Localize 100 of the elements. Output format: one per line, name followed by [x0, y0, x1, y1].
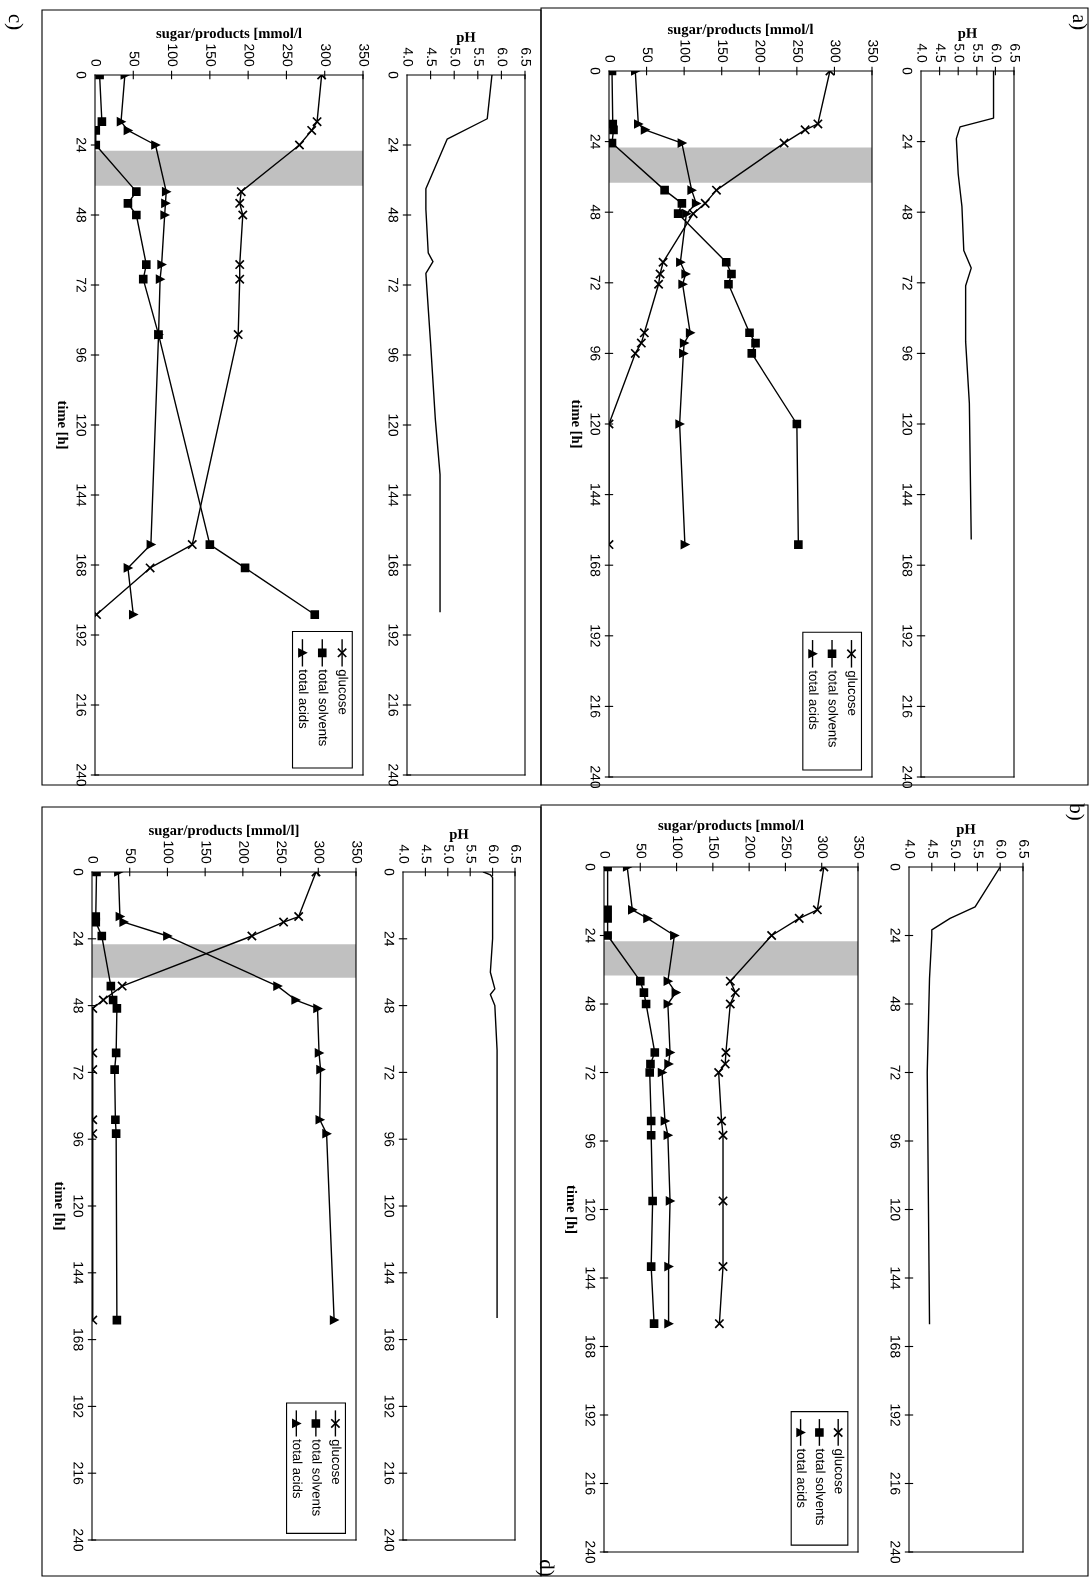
- x-tick-label: 5.0: [450, 47, 461, 67]
- y-tick-label: 24: [73, 931, 84, 947]
- y-tick-label: 0: [384, 868, 395, 876]
- x-tick-label: 4.0: [399, 844, 410, 864]
- y-tick-label: 96: [590, 346, 601, 361]
- x-tick-label: 150: [717, 40, 728, 63]
- y-tick-label: 216: [902, 695, 913, 718]
- y-tick-label: 216: [384, 1462, 395, 1485]
- x-tick-label: 6.5: [511, 845, 522, 864]
- y-tick-label: 192: [388, 624, 399, 646]
- x-axis-title: pH: [957, 28, 977, 41]
- y-tick-label: 48: [890, 996, 901, 1012]
- y-tick-label: 24: [902, 134, 913, 149]
- y-tick-label: 48: [76, 207, 87, 223]
- legend-label: total acids: [809, 670, 819, 730]
- y-tick-label: 0: [76, 71, 87, 79]
- x-tick-label: 6.0: [996, 840, 1007, 859]
- y-tick-label: 192: [73, 1395, 84, 1418]
- y-tick-label: 0: [585, 863, 596, 871]
- y-tick-label: 0: [73, 868, 84, 876]
- y-tick-label: 240: [76, 764, 87, 787]
- y-tick-label: 240: [73, 1529, 84, 1552]
- y-tick-label: 48: [585, 996, 596, 1012]
- y-tick-label: 192: [590, 625, 601, 647]
- x-tick-label: 6.5: [521, 48, 532, 67]
- x-tick-label: 50: [642, 47, 653, 63]
- y-tick-label: 216: [890, 1472, 901, 1495]
- y-tick-label: 192: [384, 1395, 395, 1418]
- x-tick-label: 100: [163, 841, 174, 864]
- y-tick-label: 240: [902, 766, 913, 789]
- x-tick-label: 250: [276, 841, 287, 864]
- y-tick-label: 144: [388, 484, 399, 507]
- y-tick-label: 192: [902, 625, 913, 647]
- x-tick-label: 150: [709, 836, 719, 859]
- x-tick-label: 350: [868, 40, 879, 63]
- y-tick-label: 72: [388, 277, 399, 293]
- text: a): [1068, 14, 1088, 30]
- text: d): [535, 1560, 555, 1576]
- y-tick-label: 168: [388, 554, 399, 576]
- legend-label: total acids: [797, 1448, 807, 1508]
- x-tick-label: 100: [167, 44, 178, 67]
- y-tick-label: 240: [388, 764, 399, 787]
- x-tick-label: 5.0: [950, 839, 961, 859]
- x-tick-label: 0: [600, 851, 611, 859]
- y-tick-label: 96: [902, 346, 913, 361]
- y-tick-label: 48: [384, 998, 395, 1013]
- y-tick-label: 120: [590, 413, 601, 436]
- y-tick-label: 96: [890, 1133, 901, 1149]
- x-tick-label: 50: [129, 51, 140, 67]
- legend-label: total solvents: [318, 669, 329, 746]
- x-axis-title: sugar/products [mmol/l]: [149, 824, 299, 839]
- legend-label: glucose: [335, 669, 349, 715]
- y-tick-label: 72: [890, 1065, 901, 1080]
- text: b): [1065, 803, 1085, 820]
- legend-label: glucose: [329, 1439, 342, 1485]
- y-tick-label: 240: [590, 766, 601, 789]
- x-tick-label: 150: [206, 44, 216, 67]
- y-tick-label: 24: [76, 137, 87, 153]
- y-tick-label: 72: [76, 277, 87, 293]
- x-tick-label: 50: [125, 848, 136, 864]
- y-tick-label: 144: [890, 1267, 901, 1290]
- legend-label: total solvents: [312, 1439, 323, 1516]
- x-tick-label: 100: [680, 40, 691, 63]
- y-tick-label: 0: [590, 67, 601, 75]
- x-tick-label: 300: [320, 44, 331, 67]
- y-tick-label: 168: [76, 554, 87, 576]
- y-tick-label: 24: [585, 928, 596, 943]
- y-tick-label: 96: [388, 347, 399, 363]
- y-tick-label: 24: [890, 928, 901, 943]
- y-tick-label: 240: [585, 1541, 596, 1564]
- y-tick-label: 144: [590, 484, 601, 506]
- y-tick-label: 120: [384, 1195, 395, 1218]
- y-tick-label: 120: [585, 1198, 596, 1221]
- y-tick-label: 0: [388, 71, 399, 79]
- y-tick-label: 120: [890, 1198, 901, 1221]
- y-tick-label: 48: [73, 998, 84, 1013]
- y-tick-label: 192: [76, 624, 87, 646]
- y-tick-label: 24: [384, 931, 395, 947]
- y-tick-label: 168: [585, 1335, 596, 1358]
- y-tick-label: 168: [73, 1329, 84, 1351]
- x-tick-label: 50: [636, 843, 647, 859]
- x-axis-title: sugar/products [mmol/l: [156, 27, 302, 42]
- x-tick-label: 6.0: [991, 44, 1002, 63]
- y-tick-label: 144: [585, 1267, 596, 1290]
- x-tick-label: 0: [91, 59, 102, 67]
- x-tick-label: 0: [605, 55, 616, 63]
- x-tick-label: 6.0: [488, 845, 499, 864]
- x-tick-label: 6.0: [497, 48, 508, 67]
- y-tick-label: 96: [384, 1132, 395, 1147]
- x-tick-label: 4.5: [935, 43, 946, 63]
- x-tick-label: 0: [88, 856, 99, 864]
- x-tick-label: 350: [854, 836, 865, 859]
- x-axis-title: pH: [956, 824, 976, 837]
- y-axis-title: time [h]: [565, 1185, 578, 1233]
- y-axis-title: time [h]: [570, 399, 583, 448]
- x-axis-title: pH: [449, 829, 469, 842]
- y-tick-label: 72: [902, 275, 913, 290]
- x-axis-title: pH: [456, 32, 476, 45]
- y-tick-label: 24: [590, 134, 601, 149]
- legend-label: glucose: [845, 670, 858, 716]
